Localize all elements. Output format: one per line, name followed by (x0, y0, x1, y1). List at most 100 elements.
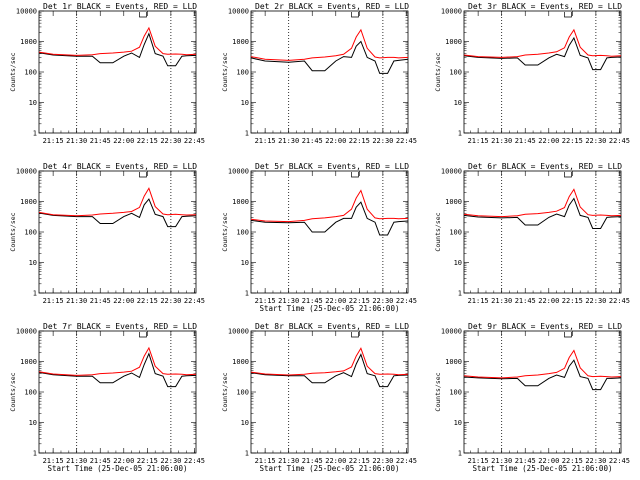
x-tick-label: 22:15 (562, 457, 583, 465)
series-line-lld (250, 347, 409, 376)
series-line-events (250, 201, 409, 236)
top-bracket-mark (139, 172, 147, 178)
series-line-events (250, 353, 409, 388)
panel-det-2: Det 2r BLACK = Events, RED = LLD 1 10 100 10… (221, 2, 417, 145)
panel-title: Det 7r BLACK = Events, RED = LLD (43, 322, 197, 331)
top-bracket-mark (564, 332, 572, 338)
x-tick-label: 21:15 (255, 297, 276, 305)
x-tick-label: 22:30 (160, 137, 181, 145)
x-tick-label: 22:30 (585, 297, 606, 305)
x-tick-label: 22:45 (396, 457, 417, 465)
y-tick-label: 1 (458, 290, 462, 298)
y-axis-label: Counts/sec (221, 52, 229, 91)
y-tick-label: 100 (236, 389, 249, 397)
y-tick-label: 1 (33, 290, 37, 298)
top-bracket-mark (351, 172, 359, 178)
x-tick-label: 21:15 (43, 457, 64, 465)
series-line-events (250, 40, 409, 74)
x-tick-label: 21:15 (255, 457, 276, 465)
series-line-events (463, 197, 622, 229)
panel-title: Det 9r BLACK = Events, RED = LLD (468, 322, 622, 331)
panel-det-1: Det 1r BLACK = Events, RED = LLD 1 10 100 10… (9, 2, 205, 145)
x-tick-label: 22:15 (562, 297, 583, 305)
panel-title: Det 6r BLACK = Events, RED = LLD (468, 162, 622, 171)
series-line-events (463, 359, 622, 391)
plot-frame (250, 330, 409, 454)
y-tick-label: 10000 (228, 8, 249, 16)
x-tick-label: 22:45 (396, 137, 417, 145)
y-tick-label: 10000 (16, 8, 37, 16)
y-tick-label: 1 (33, 450, 37, 458)
panel-title: Det 3r BLACK = Events, RED = LLD (468, 2, 622, 11)
y-axis-label: Counts/sec (434, 52, 442, 91)
y-tick-label: 1 (245, 450, 249, 458)
x-tick-label: 21:15 (468, 137, 489, 145)
x-tick-label: 22:00 (538, 137, 559, 145)
y-tick-label: 10000 (441, 8, 462, 16)
x-tick-label: 22:00 (325, 297, 346, 305)
panel-title: Det 8r BLACK = Events, RED = LLD (255, 322, 409, 331)
series-line-lld (463, 188, 622, 218)
x-tick-label: 22:30 (372, 137, 393, 145)
x-tick-label: 21:45 (302, 297, 323, 305)
y-tick-label: 1000 (20, 198, 37, 206)
x-tick-label: 21:30 (278, 457, 299, 465)
x-tick-label: 22:45 (396, 297, 417, 305)
plot-frame (463, 10, 622, 134)
y-tick-label: 10000 (228, 168, 249, 176)
x-tick-label: 21:15 (255, 137, 276, 145)
y-tick-label: 10000 (16, 168, 37, 176)
x-tick-label: 21:45 (515, 137, 536, 145)
x-tick-label: 21:30 (491, 297, 512, 305)
x-tick-label: 22:45 (609, 457, 630, 465)
y-axis-label: Counts/sec (434, 372, 442, 411)
x-tick-label: 22:00 (538, 457, 559, 465)
x-tick-label: 22:30 (160, 297, 181, 305)
x-tick-label: 22:15 (137, 457, 158, 465)
panel-title: Det 2r BLACK = Events, RED = LLD (255, 2, 409, 11)
y-tick-label: 1000 (20, 38, 37, 46)
y-tick-label: 100 (24, 69, 37, 77)
panel-det-3: Det 3r BLACK = Events, RED = LLD 1 10 100 10… (434, 2, 630, 145)
x-tick-label: 22:30 (372, 297, 393, 305)
series-line-lld (463, 349, 622, 379)
x-tick-label: 21:15 (43, 137, 64, 145)
y-tick-label: 10 (454, 99, 462, 107)
y-tick-label: 100 (24, 389, 37, 397)
x-tick-label: 22:15 (349, 137, 370, 145)
y-axis-label: Counts/sec (221, 372, 229, 411)
series-line-events (38, 198, 197, 228)
top-bracket-mark (351, 332, 359, 338)
plot-frame (463, 170, 622, 294)
x-tick-label: 22:15 (562, 137, 583, 145)
y-tick-label: 10 (29, 419, 37, 427)
x-tick-label: 22:30 (372, 457, 393, 465)
y-tick-label: 100 (449, 69, 462, 77)
plot-frame (250, 170, 409, 294)
x-axis-label: Start Time (25-Dec-05 21:06:00) (260, 464, 400, 473)
x-tick-label: 22:15 (137, 137, 158, 145)
x-tick-label: 21:45 (515, 297, 536, 305)
series-line-lld (250, 189, 409, 223)
x-tick-label: 21:45 (90, 137, 111, 145)
plot-frame (38, 10, 197, 134)
x-tick-label: 21:45 (302, 137, 323, 145)
y-tick-label: 10 (454, 419, 462, 427)
panel-title: Det 1r BLACK = Events, RED = LLD (43, 2, 197, 11)
x-tick-label: 21:15 (43, 297, 64, 305)
x-tick-label: 22:45 (184, 457, 205, 465)
y-tick-label: 1000 (232, 358, 249, 366)
series-line-events (38, 32, 197, 67)
y-tick-label: 100 (24, 229, 37, 237)
top-bracket-mark (564, 172, 572, 178)
series-line-lld (463, 28, 622, 58)
y-tick-label: 1000 (445, 38, 462, 46)
panel-det-6: Det 6r BLACK = Events, RED = LLD 1 10 100 10… (434, 162, 630, 305)
y-tick-label: 1 (33, 130, 37, 138)
top-bracket-mark (564, 12, 572, 18)
plot-frame (38, 330, 197, 454)
y-axis-label: Counts/sec (9, 52, 17, 91)
panel-det-8: Det 8r BLACK = Events, RED = LLD 1 10 100 10… (221, 322, 417, 473)
x-tick-label: 21:30 (66, 457, 87, 465)
x-tick-label: 22:45 (609, 297, 630, 305)
